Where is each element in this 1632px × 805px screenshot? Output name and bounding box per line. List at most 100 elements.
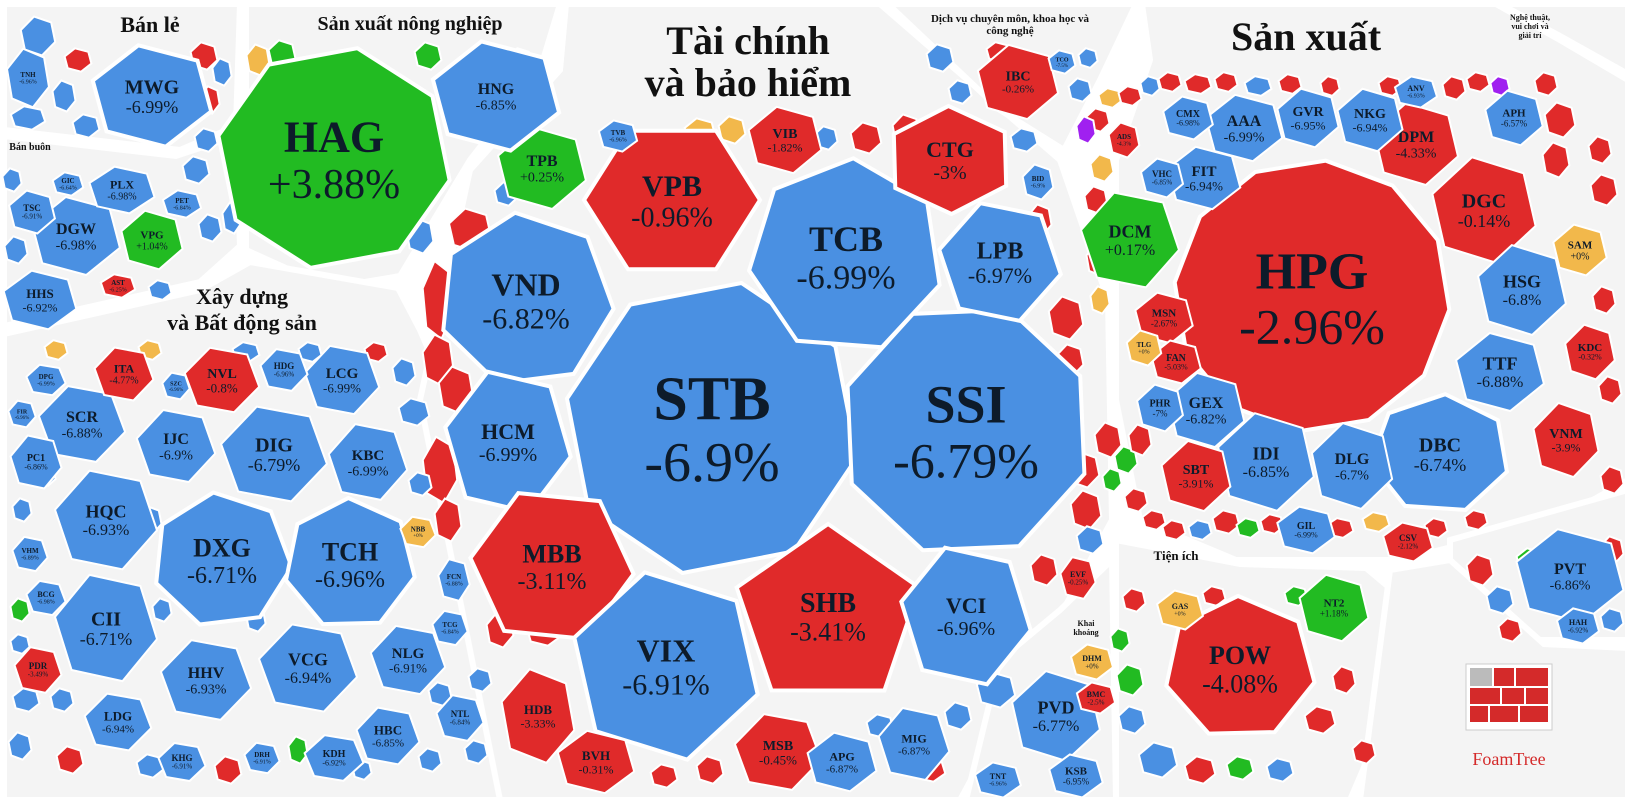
stock-cell-dbc[interactable]: DBC-6.74% [1368, 392, 1510, 512]
stock-cell-dpg[interactable]: DPG-6.99% [25, 363, 67, 397]
small-stock-cell[interactable] [181, 155, 211, 185]
stock-cell-drh[interactable]: DRH-6.91% [243, 741, 281, 775]
small-stock-cell[interactable] [1497, 617, 1523, 643]
stock-cell-gvr[interactable]: GVR-6.95% [1276, 87, 1340, 149]
small-stock-cell[interactable] [1089, 285, 1111, 315]
stock-cell-hbc[interactable]: HBC-6.85% [355, 706, 421, 766]
small-stock-cell[interactable] [1259, 513, 1285, 535]
stock-cell-plx[interactable]: PLX-6.98% [88, 165, 156, 215]
stock-cell-tsc[interactable]: TSC-6.91% [7, 189, 57, 235]
small-stock-cell[interactable] [467, 667, 493, 693]
small-stock-cell[interactable] [1541, 141, 1571, 179]
stock-cell-bid[interactable]: BID-6.9% [1021, 163, 1055, 201]
stock-cell-ibc[interactable]: IBC-0.26% [976, 43, 1060, 121]
small-stock-cell[interactable] [1047, 295, 1085, 341]
small-stock-cell[interactable] [1213, 71, 1239, 93]
stock-cell-vci[interactable]: VCI-6.96% [899, 545, 1033, 687]
small-stock-cell[interactable] [1, 167, 23, 193]
small-stock-cell[interactable] [1109, 627, 1131, 653]
stock-cell-idi[interactable]: IDI-6.85% [1217, 412, 1315, 512]
stock-cell-hah[interactable]: HAH-6.92% [1555, 607, 1601, 645]
small-stock-cell[interactable] [9, 633, 31, 655]
small-stock-cell[interactable] [1351, 739, 1377, 765]
small-stock-cell[interactable] [1543, 101, 1577, 139]
small-stock-cell[interactable] [397, 397, 431, 427]
stock-cell-bmc[interactable]: BMC-2.5% [1075, 681, 1117, 715]
small-stock-cell[interactable] [9, 105, 47, 131]
stock-cell-hng[interactable]: HNG-6.85% [430, 39, 562, 153]
stock-cell-ldg[interactable]: LDG-6.94% [83, 692, 153, 752]
stock-cell-fit[interactable]: FIT-6.94% [1166, 145, 1242, 211]
stock-cell-cii[interactable]: CII-6.71% [53, 573, 159, 683]
stock-cell-fcn[interactable]: FCN-6.88% [437, 557, 471, 603]
stock-cell-mig[interactable]: MIG-6.87% [877, 706, 951, 782]
stock-cell-nt2[interactable]: NT2+1.18% [1298, 573, 1370, 643]
stock-cell-tcg[interactable]: TCG-6.84% [431, 609, 469, 647]
small-stock-cell[interactable] [211, 57, 233, 87]
small-stock-cell[interactable] [1127, 423, 1153, 457]
small-stock-cell[interactable] [1277, 73, 1303, 95]
stock-cell-cmx[interactable]: CMX-6.98% [1162, 95, 1214, 141]
small-stock-cell[interactable] [463, 739, 489, 765]
stock-cell-mwg[interactable]: MWG-6.99% [90, 43, 214, 149]
small-stock-cell[interactable] [193, 127, 219, 153]
stock-cell-ksb[interactable]: KSB-6.95% [1048, 753, 1104, 799]
stock-cell-hhv[interactable]: HHV-6.93% [159, 639, 253, 721]
small-stock-cell[interactable] [1077, 47, 1099, 69]
small-stock-cell[interactable] [1139, 75, 1161, 97]
stock-cell-pet[interactable]: PET-6.84% [161, 189, 203, 219]
small-stock-cell[interactable] [649, 763, 679, 789]
stock-cell-hpg[interactable]: HPG-2.96% [1172, 158, 1452, 434]
small-stock-cell[interactable] [1183, 755, 1217, 785]
small-stock-cell[interactable] [1599, 465, 1625, 495]
stock-cell-kdh[interactable]: KDH-6.92% [303, 734, 365, 782]
stock-cell-pow[interactable]: POW-4.08% [1164, 593, 1317, 736]
small-stock-cell[interactable] [1589, 173, 1619, 207]
small-stock-cell[interactable] [1009, 127, 1039, 153]
stock-cell-ctg[interactable]: CTG-3% [891, 103, 1009, 217]
small-stock-cell[interactable] [1319, 75, 1341, 97]
stock-cell-csv[interactable]: CSV-2.12% [1382, 521, 1434, 563]
stock-cell-ads[interactable]: ADS-4.3% [1107, 121, 1141, 159]
small-stock-cell[interactable] [1599, 607, 1625, 633]
small-stock-cell[interactable] [1121, 587, 1147, 613]
stock-cell-tnh[interactable]: TNH-6.96% [5, 47, 51, 109]
stock-cell-vpb[interactable]: VPB-0.96% [581, 128, 763, 272]
small-stock-cell[interactable] [1331, 665, 1357, 695]
small-stock-cell[interactable] [1591, 285, 1617, 315]
stock-cell-msn[interactable]: MSN-2.67% [1134, 291, 1194, 345]
small-stock-cell[interactable] [1089, 153, 1115, 183]
stock-cell-ttf[interactable]: TTF-6.88% [1454, 331, 1546, 413]
stock-cell-gil[interactable]: GIL-6.99% [1276, 505, 1336, 555]
stock-cell-fir[interactable]: FIR-6.96% [7, 399, 37, 429]
stock-cell-msb[interactable]: MSB-0.45% [733, 713, 823, 791]
small-stock-cell[interactable] [1243, 75, 1273, 97]
small-stock-cell[interactable] [1465, 553, 1495, 587]
small-stock-cell[interactable] [55, 745, 85, 775]
small-stock-cell[interactable] [1187, 519, 1213, 541]
stock-cell-hdb[interactable]: HDB-3.33% [500, 668, 576, 764]
small-stock-cell[interactable] [1161, 519, 1187, 541]
stock-cell-lcg[interactable]: LCG-6.99% [303, 344, 381, 416]
stock-cell-ijc[interactable]: IJC-6.9% [135, 408, 217, 484]
stock-cell-tch[interactable]: TCH-6.96% [283, 495, 417, 627]
stock-cell-tlg[interactable]: TLG+0% [1125, 329, 1163, 367]
small-stock-cell[interactable] [947, 79, 973, 105]
small-stock-cell[interactable] [1211, 509, 1241, 535]
stock-cell-pc1[interactable]: PC1-6.86% [9, 434, 63, 490]
stock-cell-aph[interactable]: APH-6.57% [1484, 89, 1544, 147]
stock-cell-hsg[interactable]: HSG-6.8% [1476, 243, 1568, 337]
small-stock-cell[interactable] [197, 213, 223, 243]
small-stock-cell[interactable] [19, 15, 57, 57]
small-stock-cell[interactable] [1225, 755, 1255, 781]
stock-cell-vhm[interactable]: VHM-6.89% [11, 535, 49, 573]
stock-cell-nlg[interactable]: NLG-6.91% [369, 624, 447, 696]
stock-cell-sbt[interactable]: SBT-3.91% [1160, 439, 1232, 513]
stock-cell-bvh[interactable]: BVH-0.31% [556, 729, 636, 795]
stock-cell-apg[interactable]: APG-6.87% [806, 731, 878, 793]
small-stock-cell[interactable] [1423, 517, 1449, 539]
small-stock-cell[interactable] [695, 755, 725, 785]
small-stock-cell[interactable] [943, 701, 973, 731]
stock-cell-tco[interactable]: TCO-7.5% [1047, 49, 1077, 75]
stock-cell-tcb[interactable]: TCB-6.99% [746, 156, 942, 350]
